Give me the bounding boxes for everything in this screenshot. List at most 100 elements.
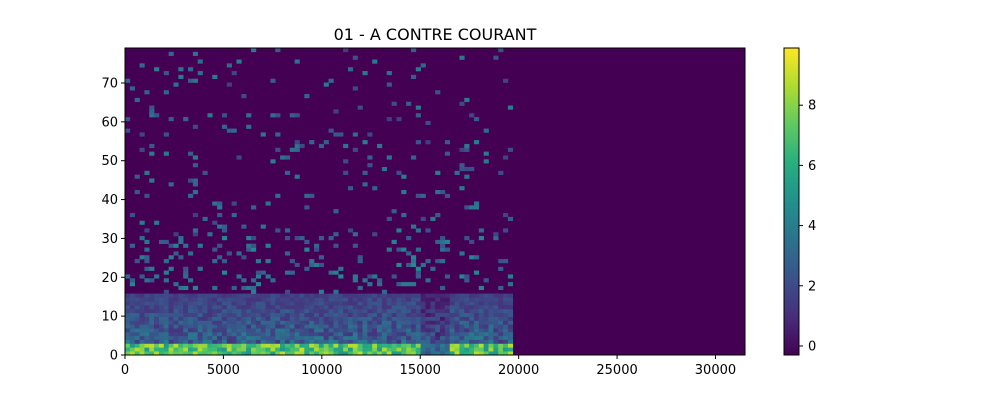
heatmap-cell — [483, 351, 489, 356]
heatmap-cell — [454, 305, 460, 310]
heatmap-cell — [125, 316, 131, 321]
heatmap-cell — [251, 312, 257, 317]
heatmap-cell — [352, 316, 358, 321]
heatmap-cell — [410, 255, 417, 260]
heatmap-cell — [406, 347, 412, 352]
heatmap-cell — [328, 301, 334, 306]
heatmap-cell — [464, 205, 470, 210]
heatmap-cell — [251, 48, 257, 53]
heatmap-cell — [478, 343, 484, 348]
heatmap-cell — [449, 335, 455, 340]
heatmap-cell — [435, 347, 441, 352]
heatmap-cell — [410, 324, 417, 329]
heatmap-cell — [314, 339, 320, 344]
heatmap-cell — [125, 117, 131, 122]
heatmap-cell — [255, 270, 262, 275]
heatmap-cell — [212, 308, 218, 314]
heatmap-cell — [294, 143, 300, 149]
heatmap-cell — [459, 55, 465, 60]
heatmap-cell — [391, 209, 397, 214]
heatmap-cell — [386, 71, 392, 76]
heatmap-cell — [318, 301, 325, 306]
heatmap-cell — [202, 305, 208, 310]
heatmap-cell — [357, 105, 363, 110]
heatmap-cell — [197, 328, 203, 333]
heatmap-cell — [352, 278, 358, 283]
heatmap-cell — [488, 335, 494, 340]
heatmap-cell — [449, 320, 455, 325]
heatmap-cell — [255, 312, 262, 317]
heatmap-cell — [488, 312, 494, 317]
heatmap-cell — [294, 343, 300, 348]
heatmap-cell — [260, 293, 266, 298]
heatmap-cell — [425, 343, 431, 348]
heatmap-cell — [372, 308, 378, 314]
heatmap-cell — [289, 270, 295, 275]
heatmap-cell — [129, 347, 135, 352]
heatmap-cell — [425, 120, 431, 126]
heatmap-cell — [168, 339, 174, 344]
heatmap-cell — [367, 132, 373, 137]
heatmap-cell — [503, 343, 509, 348]
heatmap-cell — [425, 347, 431, 352]
heatmap-cell — [469, 335, 475, 340]
heatmap-cell — [391, 301, 397, 306]
heatmap-cell — [265, 312, 271, 317]
heatmap-cell — [236, 331, 242, 337]
heatmap-cell — [188, 316, 194, 321]
heatmap-cell — [449, 328, 455, 333]
heatmap-cell — [314, 328, 320, 333]
heatmap-cell — [362, 343, 368, 348]
heatmap-cell — [469, 347, 475, 352]
heatmap-cell — [188, 193, 194, 198]
heatmap-cell — [328, 347, 334, 352]
heatmap-cell — [144, 335, 150, 340]
heatmap-cell — [255, 328, 262, 333]
heatmap-cell — [507, 331, 514, 337]
heatmap-cell — [444, 324, 451, 329]
heatmap-cell — [134, 174, 140, 179]
heatmap-cell — [125, 335, 131, 340]
heatmap-cell — [459, 347, 465, 352]
heatmap-cell — [343, 343, 349, 348]
heatmap-cell — [168, 293, 174, 298]
heatmap-cell — [241, 335, 247, 340]
heatmap-cell — [401, 301, 407, 306]
heatmap-cell — [318, 343, 325, 348]
heatmap-cell — [280, 305, 286, 310]
heatmap-cell — [459, 297, 465, 302]
heatmap-cell — [493, 312, 499, 317]
heatmap-cell — [435, 328, 441, 333]
heatmap-cell — [158, 293, 165, 298]
heatmap-cell — [236, 312, 242, 317]
heatmap-cell — [454, 335, 460, 340]
heatmap-cell — [275, 301, 281, 306]
heatmap-cell — [129, 339, 135, 344]
heatmap-cell — [478, 320, 484, 325]
heatmap-cell — [469, 113, 475, 118]
heatmap-cell — [318, 339, 325, 344]
heatmap-cell — [255, 293, 262, 298]
heatmap-cell — [444, 274, 451, 279]
heatmap-cell — [464, 331, 470, 337]
heatmap-cell — [473, 328, 480, 333]
heatmap-cell — [503, 213, 509, 218]
heatmap-cell — [183, 331, 189, 337]
heatmap-cell — [338, 274, 344, 279]
heatmap-cell — [158, 339, 165, 344]
heatmap-cell — [323, 308, 329, 314]
heatmap-cell — [454, 351, 460, 356]
heatmap-cell — [284, 305, 291, 310]
heatmap-cell — [183, 339, 189, 344]
heatmap-cell — [149, 109, 155, 114]
heatmap-cell — [144, 278, 150, 283]
heatmap-cell — [493, 331, 499, 337]
heatmap-cell — [318, 331, 325, 337]
heatmap-cell — [415, 293, 421, 298]
heatmap-cell — [125, 128, 131, 133]
heatmap-cell — [134, 335, 140, 340]
colorbar-frame — [783, 47, 800, 356]
heatmap-cell — [260, 335, 266, 340]
heatmap-cell — [197, 266, 203, 271]
heatmap-cell — [280, 328, 286, 333]
